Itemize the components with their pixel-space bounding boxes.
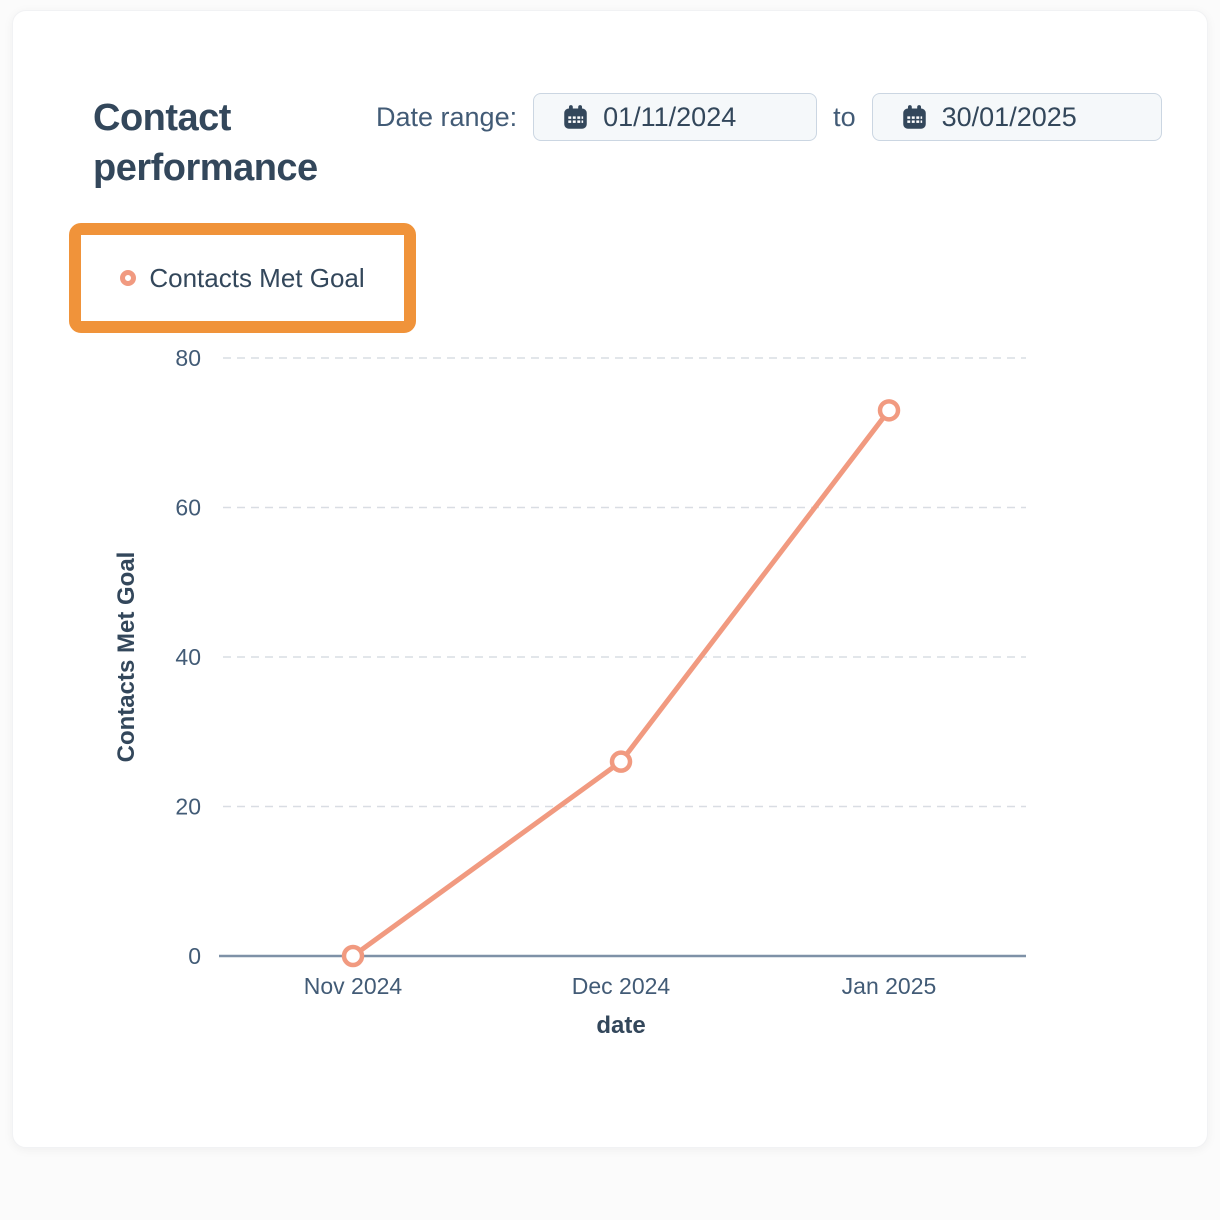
date-to-input[interactable]: 30/01/2025 (871, 93, 1162, 141)
date-range-row: Date range: 01/11/2024 to (376, 93, 1162, 141)
y-tick-label: 0 (188, 943, 201, 969)
x-tick-label: Jan 2025 (842, 973, 937, 999)
series-line (350, 407, 892, 959)
data-point-marker (609, 750, 633, 773)
y-axis-title: Contacts Met Goal (113, 552, 140, 763)
x-tick-label: Dec 2024 (572, 973, 671, 999)
line-chart: 0 20 40 60 80 Nov 2024 Dec 2024 Jan 2025 Contact… (113, 345, 1026, 1039)
y-tick-label: 40 (175, 644, 201, 670)
legend-open-circle-icon (120, 270, 137, 286)
report-card: Contact performance Date range: 01/11/20… (12, 10, 1208, 1148)
y-tick-label: 20 (175, 794, 201, 820)
date-from-value: 01/11/2024 (603, 101, 737, 132)
legend-item-label: Contacts Met Goal (149, 262, 365, 293)
calendar-icon (564, 104, 587, 129)
x-tick-label: Nov 2024 (304, 973, 403, 999)
calendar-icon (902, 104, 926, 129)
legend-highlight-box: Contacts Met Goal (69, 223, 416, 333)
date-range-separator: to (833, 101, 856, 132)
date-range-label: Date range: (376, 101, 518, 132)
data-point-marker (341, 944, 365, 968)
x-axis-title: date (596, 1012, 645, 1039)
y-tick-label: 80 (175, 345, 201, 371)
y-tick-label: 60 (175, 495, 201, 521)
data-point-marker (877, 399, 901, 422)
date-to-value: 30/01/2025 (941, 101, 1077, 132)
date-from-input[interactable]: 01/11/2024 (533, 93, 818, 141)
legend-item-contacts-met-goal[interactable]: Contacts Met Goal (120, 262, 365, 294)
page-title: Contact performance (93, 97, 318, 189)
